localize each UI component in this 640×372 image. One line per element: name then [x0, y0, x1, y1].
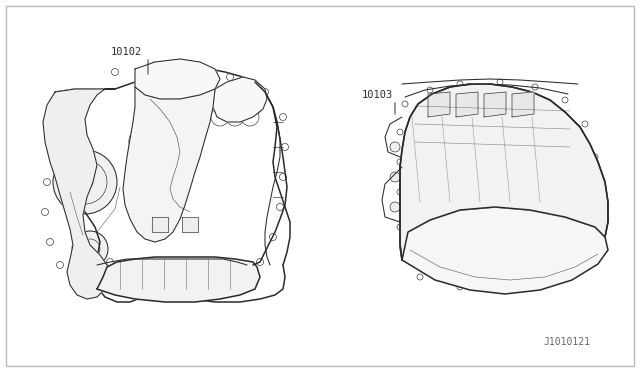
Polygon shape	[182, 217, 198, 232]
Circle shape	[397, 224, 403, 230]
Circle shape	[53, 150, 117, 214]
Circle shape	[47, 144, 54, 151]
Circle shape	[497, 79, 503, 85]
Circle shape	[390, 202, 400, 212]
Polygon shape	[43, 89, 115, 299]
Circle shape	[397, 189, 403, 195]
Circle shape	[51, 112, 58, 119]
Circle shape	[257, 259, 264, 266]
Circle shape	[522, 216, 578, 272]
Circle shape	[537, 284, 543, 290]
Circle shape	[276, 203, 284, 211]
Circle shape	[591, 257, 598, 263]
Circle shape	[597, 184, 603, 190]
Circle shape	[497, 287, 503, 293]
Circle shape	[532, 84, 538, 90]
Circle shape	[221, 263, 228, 270]
Circle shape	[182, 262, 189, 269]
Circle shape	[417, 274, 423, 280]
Circle shape	[446, 218, 498, 270]
Circle shape	[390, 142, 400, 152]
Circle shape	[431, 270, 438, 278]
Circle shape	[191, 64, 198, 71]
Polygon shape	[400, 207, 608, 294]
Circle shape	[599, 249, 605, 255]
Circle shape	[390, 172, 400, 182]
Circle shape	[457, 81, 463, 87]
Circle shape	[484, 219, 540, 275]
Circle shape	[504, 283, 511, 291]
Circle shape	[457, 284, 463, 290]
Polygon shape	[512, 92, 534, 117]
Ellipse shape	[413, 135, 477, 179]
Polygon shape	[456, 92, 478, 117]
Circle shape	[282, 144, 289, 151]
Circle shape	[280, 113, 287, 121]
Polygon shape	[97, 257, 260, 302]
Ellipse shape	[493, 132, 557, 176]
Polygon shape	[152, 217, 168, 232]
Circle shape	[42, 208, 49, 215]
Circle shape	[72, 231, 108, 267]
Circle shape	[582, 121, 588, 127]
Circle shape	[106, 259, 113, 266]
Circle shape	[402, 101, 408, 107]
Circle shape	[152, 61, 159, 68]
Polygon shape	[135, 59, 220, 99]
Circle shape	[72, 279, 79, 285]
Circle shape	[575, 269, 581, 275]
Circle shape	[562, 97, 568, 103]
Circle shape	[141, 262, 148, 269]
Circle shape	[602, 214, 608, 220]
Polygon shape	[123, 87, 215, 242]
Text: 10102: 10102	[110, 47, 141, 57]
Circle shape	[575, 269, 582, 276]
Circle shape	[111, 68, 118, 76]
Polygon shape	[484, 92, 506, 117]
Circle shape	[47, 238, 54, 246]
Polygon shape	[428, 92, 450, 117]
Circle shape	[262, 89, 269, 96]
Circle shape	[397, 129, 403, 135]
Circle shape	[541, 280, 548, 288]
Circle shape	[397, 159, 403, 165]
Circle shape	[427, 87, 433, 93]
Circle shape	[467, 280, 474, 288]
Circle shape	[56, 262, 63, 269]
Polygon shape	[400, 84, 608, 260]
Circle shape	[280, 173, 287, 180]
Circle shape	[44, 179, 51, 186]
Text: J1010121: J1010121	[543, 337, 590, 347]
Circle shape	[227, 74, 234, 80]
Ellipse shape	[453, 130, 517, 174]
Polygon shape	[213, 77, 267, 122]
Circle shape	[592, 154, 598, 160]
Circle shape	[269, 234, 276, 241]
Text: 10103: 10103	[362, 90, 392, 100]
